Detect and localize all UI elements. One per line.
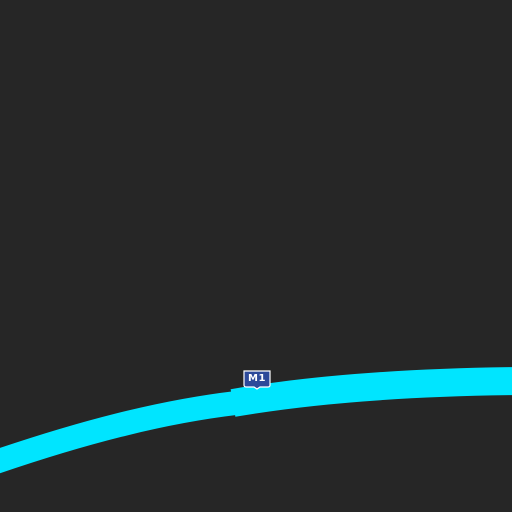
shield-icon: [243, 370, 271, 390]
motorway-road-east[interactable]: [230, 367, 512, 417]
motorway-road-west[interactable]: [0, 391, 238, 474]
route-label: M1: [248, 373, 266, 384]
shield-shape: [243, 370, 271, 390]
route-shield[interactable]: M1: [243, 370, 271, 390]
